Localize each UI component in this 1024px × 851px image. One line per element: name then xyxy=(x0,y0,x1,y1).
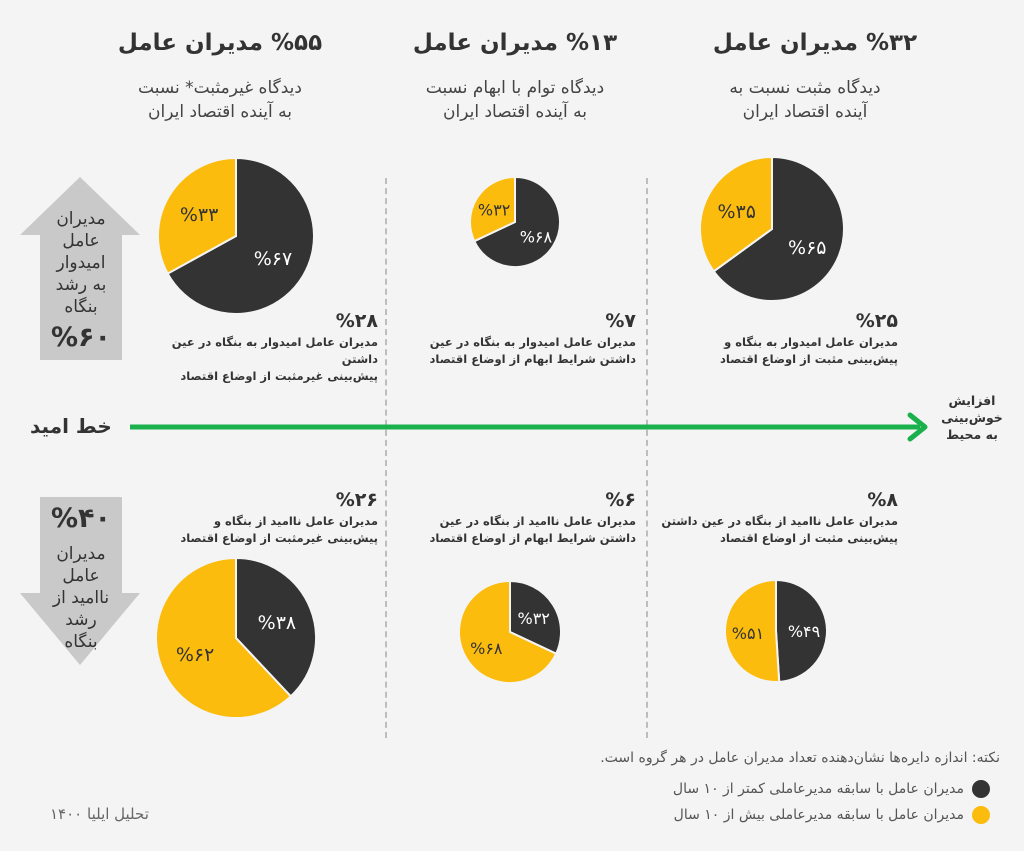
legend-item: مدیران عامل با سابقه مدیرعاملی کمتر از ۱… xyxy=(673,780,990,798)
pie-slice-label: %۳۲ xyxy=(517,609,549,628)
pie-slice-label: %۳۸ xyxy=(258,612,296,634)
legend-yellow-dot-icon xyxy=(972,806,990,824)
down-arrow-label: مدیران عامل ناامید از رشد بنگاه xyxy=(52,544,110,652)
pie-slice xyxy=(458,579,558,684)
pie-slice xyxy=(155,556,293,719)
up-arrow-shape xyxy=(20,177,140,360)
pie-slice xyxy=(775,578,828,683)
hope-line-arrow xyxy=(130,412,928,442)
column-subtitle: دیدگاه مثبت نسبت به آینده اقتصاد ایران xyxy=(729,78,881,122)
pie-slice xyxy=(712,155,845,302)
stat-description: مدیران عامل ناامید از بنگاه و پیش‌بینی غی… xyxy=(180,514,378,545)
pie-slice xyxy=(469,175,516,243)
column-title: %۱۳ مدیران عامل xyxy=(412,30,618,56)
pie-slice xyxy=(699,155,773,273)
pie-slice-label: %۶۸ xyxy=(470,639,503,658)
stat-value: %۸ xyxy=(867,489,898,511)
stat-description: مدیران عامل امیدوار به بنگاه و پیش‌بینی م… xyxy=(720,335,898,366)
footer-note: نکته: اندازه دایره‌ها نشان‌دهنده تعداد م… xyxy=(600,750,1000,766)
pie-slice xyxy=(724,578,781,683)
legend-label: مدیران عامل با سابقه مدیرعاملی بیش از ۱۰… xyxy=(673,807,964,823)
stat-value: %۲۸ xyxy=(335,310,378,332)
legend-item: مدیران عامل با سابقه مدیرعاملی بیش از ۱۰… xyxy=(674,806,990,824)
pie-slice-label: %۳۳ xyxy=(180,204,218,226)
pie-slice-label: %۳۲ xyxy=(478,201,510,220)
pie-slice-label: %۶۷ xyxy=(254,248,292,270)
stat-value: %۶ xyxy=(605,489,636,511)
stat-description: مدیران عامل ناامید از بنگاه در عین داشتن… xyxy=(661,514,898,545)
optimism-label: افزایش خوش‌بینی به محیط xyxy=(941,393,1003,442)
column-subtitle: دیدگاه توام با ابهام نسبت به آینده اقتصاد… xyxy=(425,78,605,122)
column-subtitle: دیدگاه غیرمثبت* نسبت به آینده اقتصاد ایرا… xyxy=(138,78,302,122)
credit: تحلیل ایلیا ۱۴۰۰ xyxy=(50,805,149,823)
legend-dark-dot-icon xyxy=(972,780,990,798)
stat-value: %۷ xyxy=(605,310,636,332)
pie-slice xyxy=(509,579,562,656)
up-arrow-label: مدیران عامل امیدوار به رشد بنگاه xyxy=(55,209,107,317)
pie-slice-label: %۶۲ xyxy=(176,644,214,666)
pie-slice xyxy=(157,156,237,275)
hope-arrows xyxy=(20,177,140,665)
pie-slice-label: %۶۵ xyxy=(788,237,826,259)
pie-slice xyxy=(235,556,317,698)
stat-value: %۲۶ xyxy=(335,489,378,511)
column-divider xyxy=(385,178,387,738)
stat-value: %۲۵ xyxy=(855,310,898,332)
hope-line-label: خط امید xyxy=(30,414,112,438)
up-arrow-value: %۶۰ xyxy=(50,322,111,353)
pie-slice-label: %۴۹ xyxy=(788,622,820,641)
stat-description: مدیران عامل امیدوار به بنگاه در عین داشت… xyxy=(171,335,378,383)
stat-description: مدیران عامل ناامید از بنگاه در عین داشتن … xyxy=(429,514,636,545)
pie-slice xyxy=(166,156,315,315)
column-divider xyxy=(646,178,648,738)
down-arrow-value: %۴۰ xyxy=(50,503,111,534)
column-title: %۵۵ مدیران عامل xyxy=(117,30,323,56)
down-arrow-shape xyxy=(20,497,140,665)
legend-label: مدیران عامل با سابقه مدیرعاملی کمتر از ۱… xyxy=(672,781,964,797)
column-title: %۳۲ مدیران عامل xyxy=(712,30,918,56)
pie-slice-label: %۵۱ xyxy=(732,624,764,643)
pie-slice xyxy=(472,175,561,268)
pie-slice-label: %۶۸ xyxy=(520,227,553,246)
pie-slice-label: %۳۵ xyxy=(717,201,755,223)
stat-description: مدیران عامل امیدوار به بنگاه در عین داشتن… xyxy=(429,335,636,366)
